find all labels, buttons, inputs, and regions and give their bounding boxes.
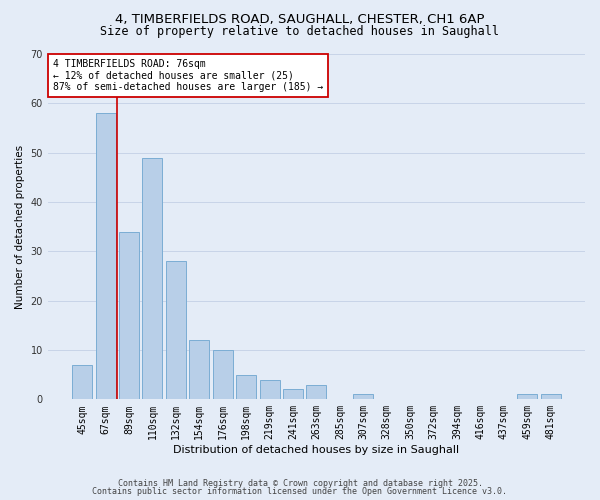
Text: Size of property relative to detached houses in Saughall: Size of property relative to detached ho… (101, 25, 499, 38)
X-axis label: Distribution of detached houses by size in Saughall: Distribution of detached houses by size … (173, 445, 460, 455)
Bar (119, 232, 139, 400)
Bar (190, 340, 209, 400)
Text: Contains HM Land Registry data © Crown copyright and database right 2025.: Contains HM Land Registry data © Crown c… (118, 478, 482, 488)
Bar (166, 261, 186, 400)
Bar (307, 384, 326, 400)
Bar (236, 374, 256, 400)
Bar (72, 365, 92, 400)
Y-axis label: Number of detached properties: Number of detached properties (15, 144, 25, 308)
Text: 4, TIMBERFIELDS ROAD, SAUGHALL, CHESTER, CH1 6AP: 4, TIMBERFIELDS ROAD, SAUGHALL, CHESTER,… (115, 12, 485, 26)
Bar (353, 394, 373, 400)
Bar (260, 380, 280, 400)
Text: Contains public sector information licensed under the Open Government Licence v3: Contains public sector information licen… (92, 487, 508, 496)
Bar (541, 394, 560, 400)
Bar (213, 350, 233, 400)
Bar (142, 158, 163, 400)
Bar (95, 113, 116, 400)
Bar (283, 390, 303, 400)
Text: 4 TIMBERFIELDS ROAD: 76sqm
← 12% of detached houses are smaller (25)
87% of semi: 4 TIMBERFIELDS ROAD: 76sqm ← 12% of deta… (53, 59, 323, 92)
Bar (517, 394, 537, 400)
